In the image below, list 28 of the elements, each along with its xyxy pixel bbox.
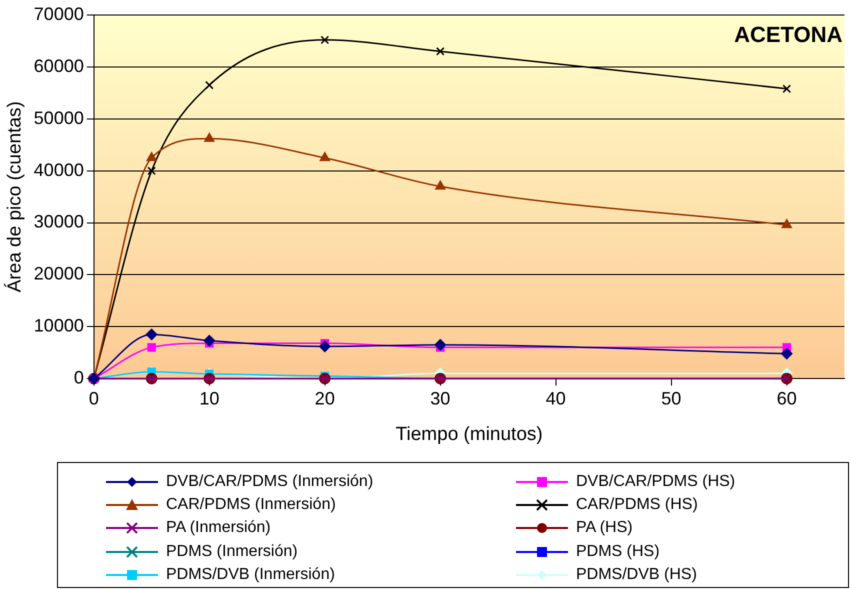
legend-label: PDMS (Inmersión) <box>166 542 298 561</box>
y-tick-label: 50000 <box>34 108 84 128</box>
legend-label: CAR/PDMS (HS) <box>576 496 698 514</box>
legend-label: PDMS/DVB (HS) <box>576 566 697 584</box>
legend-label: PA (Inmersión) <box>166 519 271 538</box>
legend-label: PDMS (HS) <box>576 542 660 561</box>
y-tick-label: 0 <box>74 368 84 388</box>
y-tick-label: 70000 <box>34 4 84 24</box>
y-axis-title: Área de pico (cuentas) <box>4 101 26 292</box>
x-tick-label: 30 <box>430 388 450 408</box>
y-tick-label: 30000 <box>34 212 84 232</box>
x-tick-label: 10 <box>199 388 220 408</box>
y-tick-label: 10000 <box>34 316 84 336</box>
x-tick-label: 20 <box>314 388 335 408</box>
legend-label: PA (HS) <box>576 519 633 538</box>
x-tick-label: 40 <box>546 388 566 408</box>
legend-label: CAR/PDMS (Inmersión) <box>166 496 336 514</box>
chart-title: ACETONA <box>734 22 843 48</box>
x-tick-label: 0 <box>88 388 99 408</box>
x-tick-label: 50 <box>661 388 682 408</box>
x-axis-title: Tiempo (minutos) <box>396 424 543 445</box>
y-tick-label: 60000 <box>34 56 84 76</box>
legend-label: DVB/CAR/PDMS (HS) <box>576 473 736 491</box>
x-tick-label: 60 <box>776 388 797 408</box>
legend-label: DVB/CAR/PDMS (Inmersión) <box>166 473 374 491</box>
y-tick-label: 40000 <box>34 160 84 180</box>
y-tick-label: 20000 <box>34 264 84 284</box>
legend-label: PDMS/DVB (Inmersión) <box>166 566 335 584</box>
